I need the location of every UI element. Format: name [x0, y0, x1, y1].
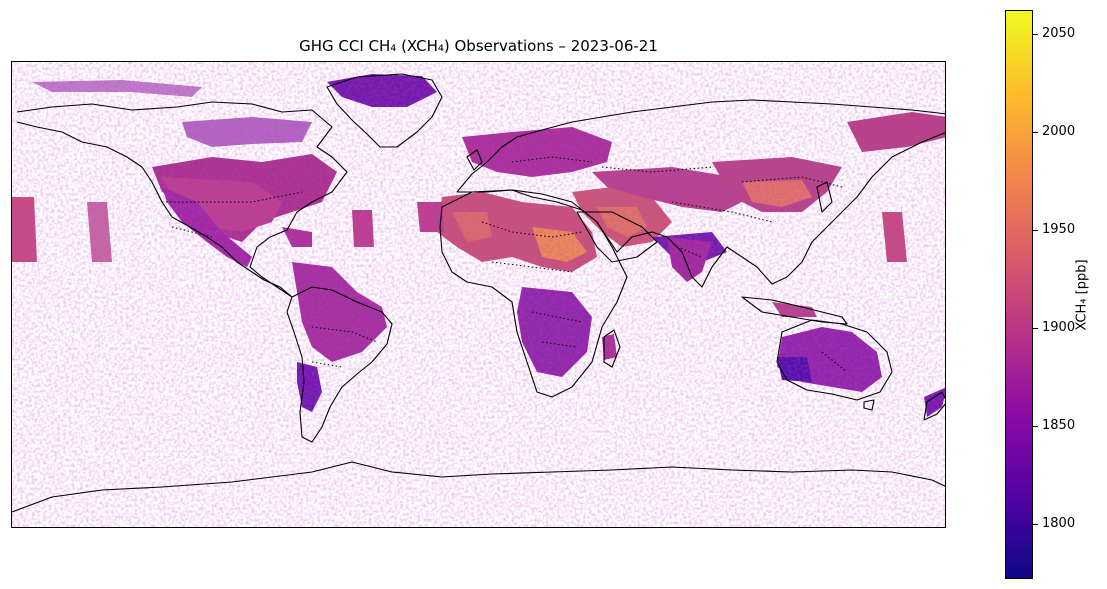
colorbar-tick-label: 1850: [1042, 417, 1076, 433]
colorbar-tick-label: 1900: [1042, 319, 1076, 335]
map-frame: [11, 61, 946, 528]
obs-texture: [12, 62, 945, 527]
colorbar-tick-label: 2000: [1042, 123, 1076, 139]
map-title: GHG CCI CH₄ (XCH₄) Observations – 2023-0…: [299, 37, 658, 55]
colorbar-tick-mark: [1033, 229, 1038, 231]
colorbar-tick-mark: [1033, 327, 1038, 329]
coastlines: [12, 73, 945, 513]
world-map: [12, 62, 945, 527]
colorbar-gradient: [1006, 11, 1032, 578]
colorbar-tick-mark: [1033, 131, 1038, 133]
country-borders: [162, 156, 848, 373]
colorbar-tick-mark: [1033, 425, 1038, 427]
colorbar-tick-label: 1800: [1042, 516, 1076, 532]
colorbar-tick-mark: [1033, 524, 1038, 526]
colorbar-tick-mark: [1033, 33, 1038, 35]
colorbar-tick-label: 1950: [1042, 221, 1076, 237]
colorbar-tick-label: 2050: [1042, 25, 1076, 41]
colorbar-label: XCH₄ [ppb]: [1074, 259, 1090, 331]
colorbar: [1005, 10, 1033, 579]
